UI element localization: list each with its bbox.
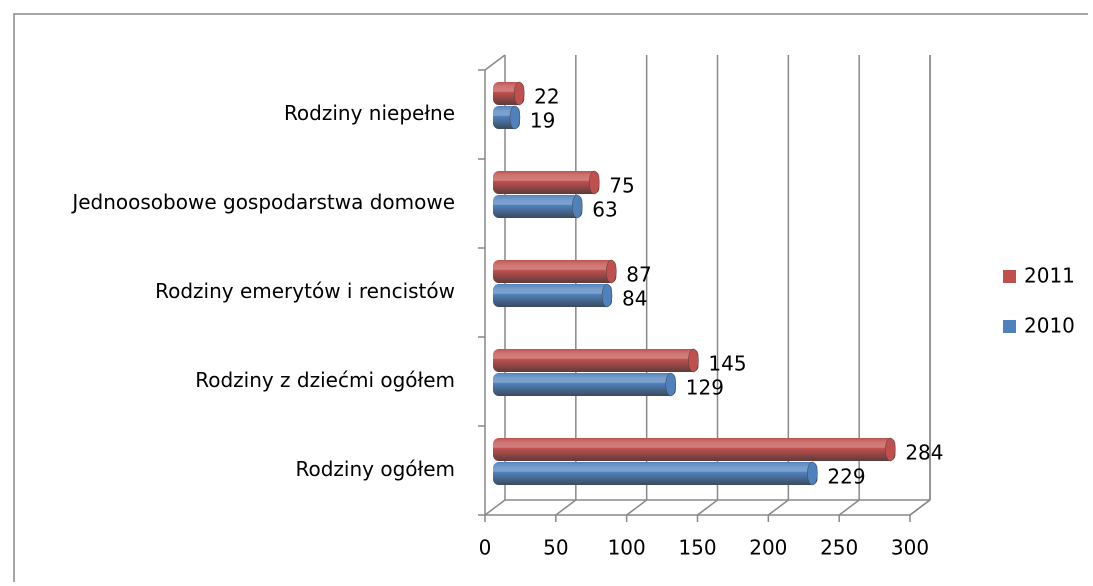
x-tick-label: 100 (608, 536, 646, 560)
data-label: 19 (530, 109, 555, 133)
data-label: 145 (708, 352, 746, 376)
x-tick-label: 250 (820, 536, 858, 560)
y-tick-label: Rodziny z dziećmi ogółem (195, 368, 455, 392)
data-label: 87 (626, 263, 651, 287)
x-tick-label: 300 (891, 536, 929, 560)
bar-shade (493, 438, 896, 461)
data-label: 129 (686, 376, 724, 400)
bar-shade (493, 349, 699, 372)
bar-shade (493, 284, 612, 307)
bar-shade (493, 260, 617, 283)
data-label: 75 (609, 174, 634, 198)
bar-cap (601, 283, 613, 308)
y-tick-label: Jednoosobowe gospodarstwa domowe (70, 190, 455, 214)
bar-cap (885, 437, 896, 462)
bar-cap (572, 194, 583, 219)
data-label: 284 (905, 441, 943, 465)
bar-cap (807, 461, 818, 486)
bar-shade (493, 462, 818, 485)
data-label: 229 (827, 465, 865, 489)
bar-cap (665, 372, 676, 397)
floor-grid-line (909, 499, 931, 516)
x-tick-label: 0 (479, 536, 492, 560)
x-tick-label: 200 (749, 536, 787, 560)
legend-label: 2010 (1024, 314, 1075, 338)
y-tick-label: Rodziny niepełne (284, 101, 455, 125)
y-tick-label: Rodziny emerytów i rencistów (155, 279, 455, 303)
y-tick-label: Rodziny ogółem (296, 457, 456, 481)
floor-grid-line (555, 499, 577, 516)
bar-cap (509, 105, 521, 130)
x-tick-label: 50 (543, 536, 568, 560)
y-axis-back (484, 54, 506, 71)
bar-shade (493, 171, 600, 194)
data-label: 63 (592, 198, 617, 222)
bar-shade (493, 195, 583, 218)
floor-grid-line (626, 499, 648, 516)
legend-label: 2011 (1024, 264, 1075, 288)
floor-grid-line (697, 499, 718, 516)
data-label: 22 (534, 85, 559, 109)
legend-swatch (1003, 270, 1016, 283)
bar-shade (493, 373, 676, 396)
bar-cap (688, 348, 699, 373)
floor-grid-line (767, 499, 789, 516)
floor-grid-line (484, 499, 506, 516)
x-tick-label: 150 (678, 536, 716, 560)
bar-cap (513, 81, 525, 106)
floor-grid-line (838, 499, 860, 516)
bar-cap (606, 259, 617, 284)
bar-cap (589, 170, 600, 195)
legend-swatch (1003, 320, 1016, 333)
data-label: 84 (622, 287, 647, 311)
frame (13, 13, 1088, 582)
